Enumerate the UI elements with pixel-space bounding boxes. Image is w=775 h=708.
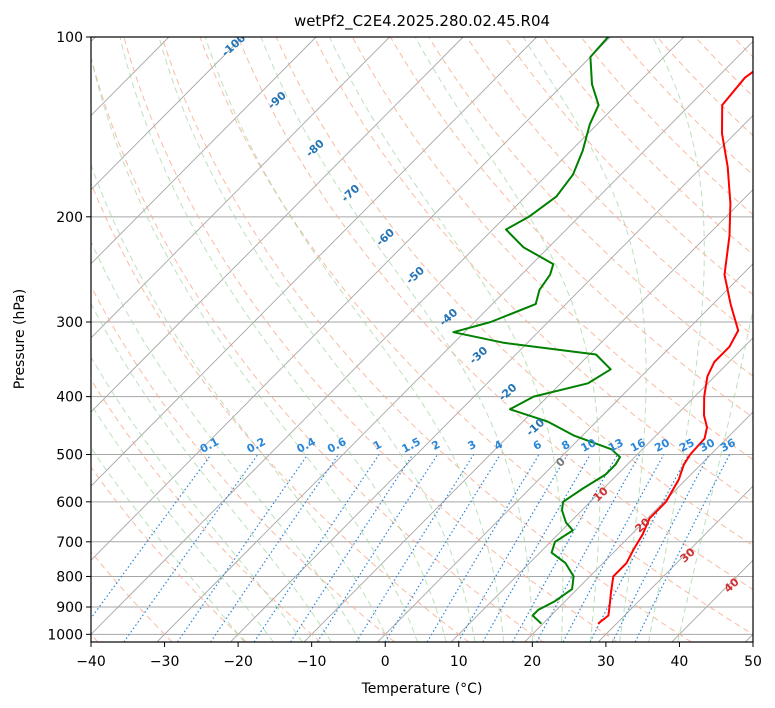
- x-tick-label: 20: [523, 654, 541, 670]
- dry-adiabat-line: [428, 37, 753, 377]
- moist-adiabat-line: [91, 163, 390, 642]
- isotherm-line: [91, 37, 685, 635]
- moist-adiabat-line: [648, 37, 705, 642]
- y-axis: 100 200 300 400 500 600 700 800 900 1000: [47, 30, 91, 643]
- mixing-ratio-label: 16: [628, 436, 648, 455]
- x-tick-label: −10: [297, 654, 327, 670]
- moist-adiabat-line: [260, 37, 534, 642]
- y-tick-label: 100: [56, 30, 83, 46]
- mixing-ratio-line: [316, 454, 439, 642]
- dry-adiabat-line: [161, 37, 692, 642]
- isotherm-line: [91, 37, 537, 487]
- moist-adiabat-line: [91, 55, 418, 642]
- dewpoint-line: [452, 37, 621, 625]
- y-tick-label: 900: [56, 600, 83, 616]
- dry-adiabat-line: [123, 37, 618, 642]
- moist-adiabat-line: [522, 37, 647, 642]
- isotherm-line: [91, 37, 611, 561]
- x-tick-label: −40: [76, 654, 106, 670]
- dry-adiabat-line: [91, 285, 396, 642]
- dry-adiabat-line: [199, 37, 753, 635]
- x-tick-label: 0: [381, 654, 390, 670]
- moist-adiabat-line: [91, 240, 361, 642]
- isotherm-line: [230, 114, 753, 642]
- x-tick-label: 40: [670, 654, 688, 670]
- isotherm-line: [524, 411, 753, 642]
- y-tick-label: 200: [56, 210, 83, 226]
- dry-adiabat-line: [618, 37, 753, 176]
- dry-adiabat-line: [580, 37, 753, 216]
- dry-adiabat-line: [351, 37, 753, 461]
- mixing-ratio-line: [289, 454, 414, 642]
- x-tick-label: −20: [223, 654, 253, 670]
- dry-adiabat-line: [91, 56, 544, 642]
- isotherm-line: [91, 37, 243, 191]
- x-tick-label: 30: [597, 654, 615, 670]
- dry-adiabat-line: [466, 37, 753, 336]
- isotherm-line: [597, 485, 753, 642]
- sounding-series: [452, 37, 753, 625]
- moist-adiabat-line: [158, 37, 476, 642]
- isotherm-line: [450, 337, 753, 642]
- dry-adiabat-line: [91, 181, 470, 642]
- moist-adiabat-line: [414, 37, 601, 642]
- y-tick-label: 1000: [47, 627, 83, 643]
- mixing-ratio-label: 13: [606, 436, 626, 455]
- dry-adiabat-line: [275, 37, 753, 547]
- dry-adiabats: [91, 37, 753, 642]
- dry-adiabat-line: [504, 37, 753, 296]
- y-tick-label: 600: [56, 495, 83, 511]
- mixing-ratio-label: 10: [579, 436, 599, 455]
- dry-adiabat-line: [313, 37, 753, 503]
- moist-adiabat-line: [91, 356, 303, 642]
- moist-adiabat-line: [329, 37, 564, 642]
- mixing-ratio-line: [355, 454, 475, 642]
- isotherm-line: [91, 37, 317, 265]
- dry-adiabat-line: [390, 37, 753, 419]
- mixing-ratio-label: 30: [697, 436, 717, 455]
- mixing-ratio-line: [589, 454, 690, 642]
- mixing-ratio-line: [562, 454, 665, 642]
- x-tick-label: −30: [150, 654, 180, 670]
- dry-adiabat-line: [91, 378, 321, 642]
- dry-adiabat-line: [91, 466, 247, 642]
- mixing-ratio-label: 36: [718, 436, 738, 455]
- moist-adiabats: [91, 37, 753, 642]
- mixing-ratio-line: [426, 454, 540, 642]
- plot-frame: [90, 36, 754, 643]
- mixing-ratio-label: 25: [677, 436, 697, 455]
- mixing-ratio-line: [91, 454, 212, 620]
- mixing-ratio-line: [457, 454, 569, 642]
- dry-adiabat-line: [237, 37, 753, 591]
- moist-adiabat-line: [91, 403, 274, 642]
- x-tick-label: 10: [450, 654, 468, 670]
- x-axis: −40 −30 −20 −10 0 10 20 30 40 50: [76, 642, 762, 670]
- mixing-ratio-line: [634, 454, 731, 642]
- y-tick-label: 300: [56, 315, 83, 331]
- x-axis-label: Temperature (°C): [361, 681, 483, 697]
- temperature-line: [597, 70, 753, 625]
- y-axis-label: Pressure (hPa): [12, 289, 28, 389]
- moist-adiabat-line: [91, 302, 332, 642]
- isotherm-line: [303, 188, 753, 642]
- mixing-ratio-label: 20: [652, 436, 672, 455]
- isotherm-line: [91, 37, 464, 413]
- y-tick-label: 500: [56, 448, 83, 464]
- mixing-ratio-line: [210, 454, 339, 642]
- isotherm-line: [91, 37, 390, 339]
- y-tick-label: 400: [56, 390, 83, 406]
- isobar-grid: [91, 37, 753, 635]
- mixing-ratio-line: [384, 454, 501, 642]
- x-tick-label: 50: [744, 654, 762, 670]
- y-tick-label: 800: [56, 569, 83, 585]
- y-tick-label: 700: [56, 535, 83, 551]
- chart-title: wetPf2_C2E4.2025.280.02.45.R04: [294, 12, 550, 31]
- mixing-ratio-line: [611, 454, 710, 642]
- mixing-ratio-lines: [91, 454, 731, 642]
- isotherm-line: [377, 263, 753, 642]
- mixing-ratio-line: [253, 454, 380, 642]
